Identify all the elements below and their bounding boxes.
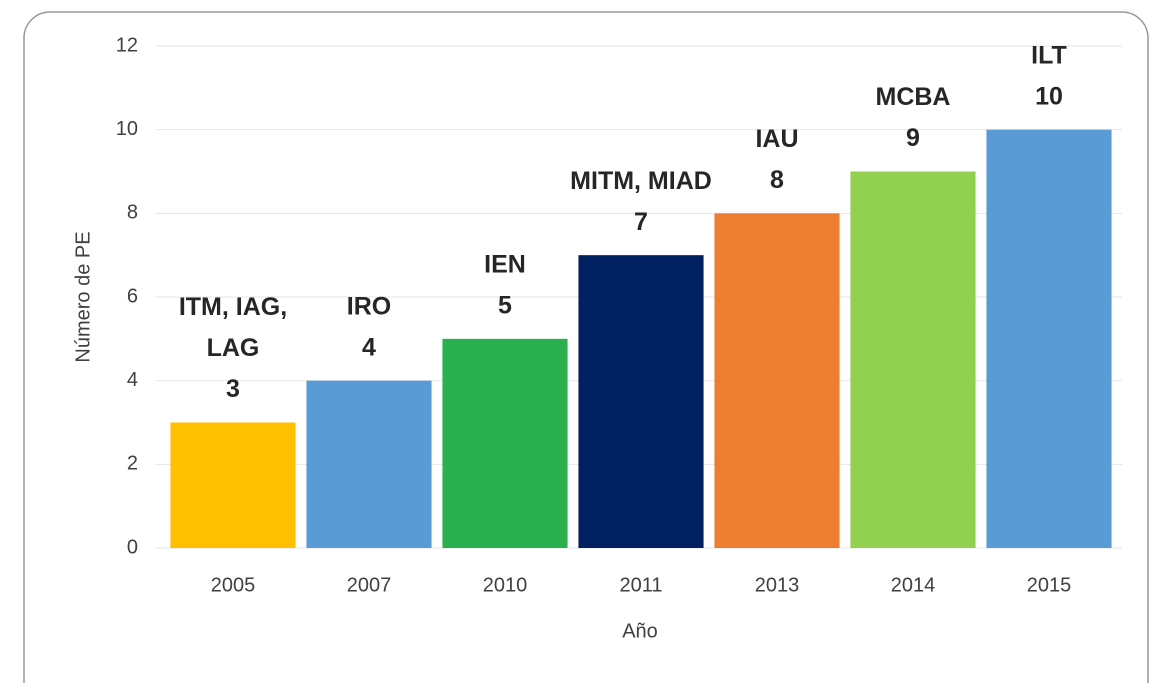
- bar-label: MCBA: [876, 83, 951, 111]
- x-tick-label: 2011: [619, 574, 662, 596]
- x-tick-label: 2014: [891, 574, 936, 596]
- value-label: 10: [1035, 82, 1063, 110]
- bar-label: IRO: [347, 292, 391, 320]
- value-label: 9: [906, 124, 920, 152]
- value-label: 5: [498, 291, 512, 319]
- y-tick-label: 0: [127, 536, 138, 558]
- y-tick-label: 4: [127, 369, 138, 391]
- value-label: 8: [770, 166, 784, 194]
- y-axis-label: Número de PE: [72, 231, 94, 362]
- x-tick-label: 2010: [483, 574, 528, 596]
- value-label: 7: [634, 208, 648, 236]
- bar-label: LAG: [207, 334, 260, 362]
- bar: [986, 129, 1112, 548]
- y-tick-label: 8: [127, 202, 138, 224]
- x-tick-label: 2013: [755, 574, 800, 596]
- bar-label: ITM, IAG,: [179, 293, 287, 321]
- bar-label: IAU: [755, 125, 798, 153]
- bar-label: IEN: [484, 250, 526, 278]
- bar: [442, 338, 568, 548]
- bar: [170, 422, 296, 548]
- value-label: 3: [226, 375, 240, 403]
- y-tick-label: 2: [127, 453, 138, 475]
- bar-label: MITM, MIAD: [570, 167, 712, 195]
- x-tick-label: 2015: [1027, 574, 1072, 596]
- bar: [850, 171, 976, 548]
- bar: [714, 213, 840, 549]
- x-axis-label: Año: [622, 620, 658, 642]
- x-tick-label: 2007: [347, 574, 392, 596]
- y-tick-label: 12: [116, 34, 138, 56]
- y-tick-label: 10: [116, 118, 138, 140]
- bar: [306, 380, 432, 548]
- bar: [578, 255, 704, 548]
- value-label: 4: [362, 333, 376, 361]
- bar-label: ILT: [1031, 41, 1067, 69]
- frame: [23, 11, 1149, 683]
- x-tick-label: 2005: [211, 574, 256, 596]
- y-tick-label: 6: [127, 285, 138, 307]
